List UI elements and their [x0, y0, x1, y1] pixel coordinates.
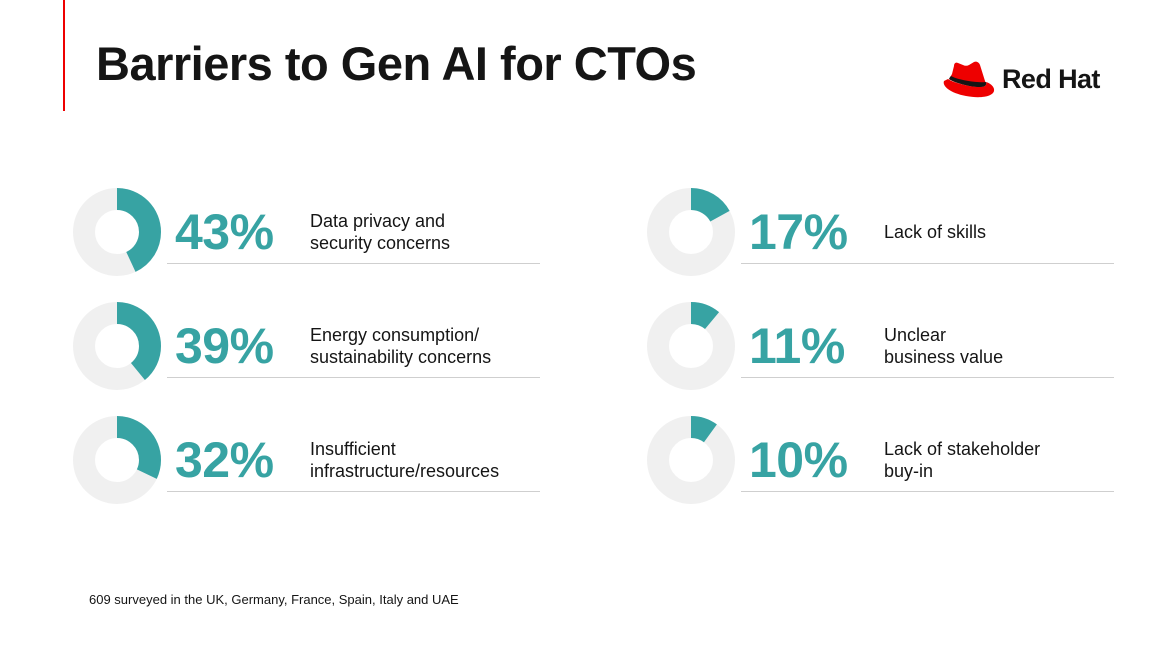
stat-label: Insufficient infrastructure/resources [310, 439, 500, 481]
red-hat-logo: Red Hat [940, 57, 1100, 101]
donut-chart [646, 415, 736, 505]
donut-value-arc [647, 302, 735, 390]
stat-percentage: 11% [749, 318, 845, 374]
accent-line [63, 0, 65, 111]
stat-label: Unclear business value [884, 325, 1004, 367]
stat-percentage: 39% [175, 318, 274, 374]
stat-label: Data privacy and security concerns [310, 211, 451, 253]
stat-percentage: 17% [749, 204, 848, 260]
donut-value-arc [647, 416, 735, 504]
donut-chart [72, 187, 162, 277]
stat-label: Energy consumption/ sustainability conce… [310, 325, 492, 367]
donut-value-arc [647, 188, 735, 276]
red-hat-icon [943, 61, 995, 98]
stat-percentage: 32% [175, 432, 274, 488]
divider [741, 491, 1114, 492]
stat-row: 39% Energy consumption/ sustainability c… [72, 301, 542, 391]
donut-value-arc [73, 302, 161, 390]
footnote: 609 surveyed in the UK, Germany, France,… [89, 592, 459, 607]
donut-value-arc [73, 188, 161, 276]
donut-value-arc [73, 416, 161, 504]
logo-text: Red Hat [1002, 64, 1100, 94]
stat-row: 10% Lack of stakeholder buy-in [646, 415, 1116, 505]
divider [741, 377, 1114, 378]
stat-percentage: 43% [175, 204, 274, 260]
donut-chart [646, 301, 736, 391]
stat-row: 17% Lack of skills [646, 187, 1116, 277]
donut-chart [646, 187, 736, 277]
divider [741, 263, 1114, 264]
divider [167, 377, 540, 378]
page-title: Barriers to Gen AI for CTOs [96, 37, 697, 90]
stat-row: 11% Unclear business value [646, 301, 1116, 391]
donut-chart [72, 415, 162, 505]
stat-row: 32% Insufficient infrastructure/resource… [72, 415, 542, 505]
divider [167, 263, 540, 264]
stat-label: Lack of stakeholder buy-in [884, 439, 1041, 481]
stat-percentage: 10% [749, 432, 848, 488]
stat-label: Lack of skills [884, 222, 987, 242]
stat-row: 43% Data privacy and security concerns [72, 187, 542, 277]
divider [167, 491, 540, 492]
donut-chart [72, 301, 162, 391]
